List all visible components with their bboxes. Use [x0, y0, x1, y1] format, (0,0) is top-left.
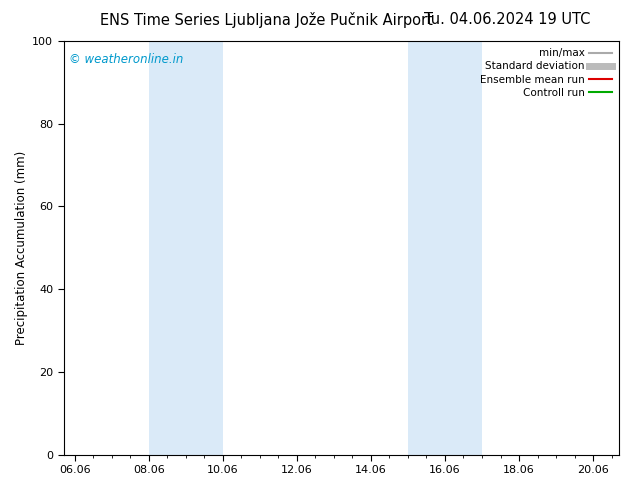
Y-axis label: Precipitation Accumulation (mm): Precipitation Accumulation (mm) [15, 151, 28, 345]
Text: © weatheronline.in: © weatheronline.in [69, 53, 183, 67]
Text: ENS Time Series Ljubljana Jože Pučnik Airport: ENS Time Series Ljubljana Jože Pučnik Ai… [100, 12, 433, 28]
Text: Tu. 04.06.2024 19 UTC: Tu. 04.06.2024 19 UTC [424, 12, 590, 27]
Legend: min/max, Standard deviation, Ensemble mean run, Controll run: min/max, Standard deviation, Ensemble me… [476, 44, 616, 102]
Bar [408, 41, 482, 455]
Bar [149, 41, 223, 455]
